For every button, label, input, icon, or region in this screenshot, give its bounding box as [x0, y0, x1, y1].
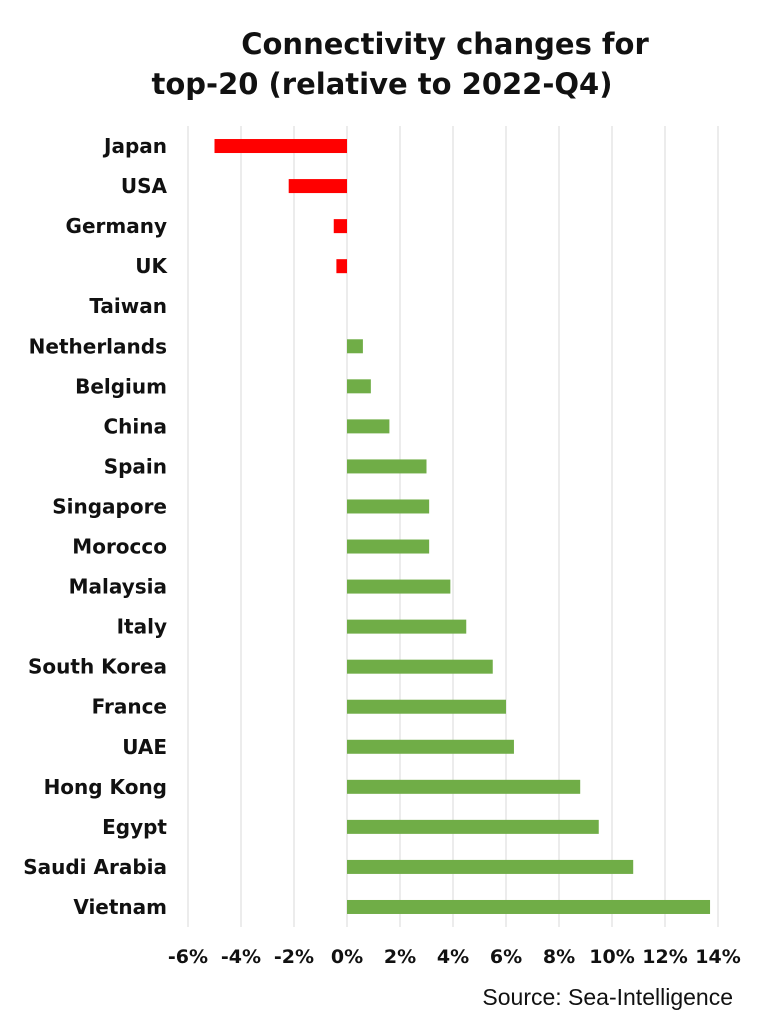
bar	[347, 379, 371, 394]
bar	[347, 579, 451, 594]
category-label: UAE	[122, 735, 167, 759]
bar	[214, 139, 347, 154]
bar	[347, 699, 506, 714]
x-tick-label: 10%	[589, 946, 634, 968]
category-label: Singapore	[52, 494, 167, 518]
category-label: Spain	[104, 454, 167, 478]
bar	[347, 539, 430, 554]
x-tick-label: -4%	[221, 946, 261, 968]
category-label: Germany	[66, 214, 167, 238]
category-label: Japan	[102, 134, 167, 158]
bars	[214, 139, 711, 914]
bar	[336, 259, 347, 274]
category-label: USA	[121, 174, 168, 198]
x-tick-label: 0%	[331, 946, 363, 968]
x-tick-label: 6%	[490, 946, 522, 968]
category-label: UK	[135, 254, 168, 278]
category-labels: Japan USA Germany UK Taiwan Netherlands Belgiu…	[23, 134, 168, 919]
bar	[347, 619, 467, 634]
bar	[347, 739, 514, 754]
category-label: China	[103, 414, 167, 438]
category-label: Taiwan	[89, 294, 167, 318]
bar	[347, 459, 427, 474]
x-tick-label: 8%	[543, 946, 575, 968]
x-tick-label: 12%	[642, 946, 687, 968]
chart-title-line-1: Connectivity changes for	[241, 27, 649, 61]
bar	[347, 779, 581, 794]
bar	[347, 419, 390, 434]
category-label: Vietnam	[73, 895, 167, 919]
bar	[333, 219, 347, 234]
bar	[347, 499, 430, 514]
bar	[347, 859, 634, 874]
category-label: Morocco	[72, 535, 167, 559]
chart-title-line-2: top-20 (relative to 2022-Q4)	[152, 67, 613, 101]
x-axis-tick-labels: -6% -4% -2% 0% 2% 4% 6% 8% 10% 12% 14%	[168, 946, 741, 968]
category-label: Belgium	[75, 374, 167, 398]
category-label: Netherlands	[29, 334, 167, 358]
bar	[347, 819, 599, 834]
bar	[347, 339, 363, 354]
category-label: Italy	[117, 615, 167, 639]
category-label: Saudi Arabia	[23, 855, 167, 879]
source-note: Source: Sea-Intelligence	[482, 984, 733, 1010]
gridlines	[187, 126, 719, 927]
bar	[347, 659, 493, 674]
category-label: Malaysia	[69, 575, 167, 599]
x-tick-label: 2%	[384, 946, 416, 968]
x-tick-label: -6%	[168, 946, 208, 968]
category-label: France	[92, 695, 167, 719]
bar	[347, 899, 711, 914]
category-label: Hong Kong	[44, 775, 167, 799]
category-label: South Korea	[28, 655, 167, 679]
x-tick-label: 14%	[695, 946, 740, 968]
x-tick-label: -2%	[274, 946, 314, 968]
bar	[288, 179, 347, 194]
x-tick-label: 4%	[437, 946, 469, 968]
category-label: Egypt	[102, 815, 167, 839]
